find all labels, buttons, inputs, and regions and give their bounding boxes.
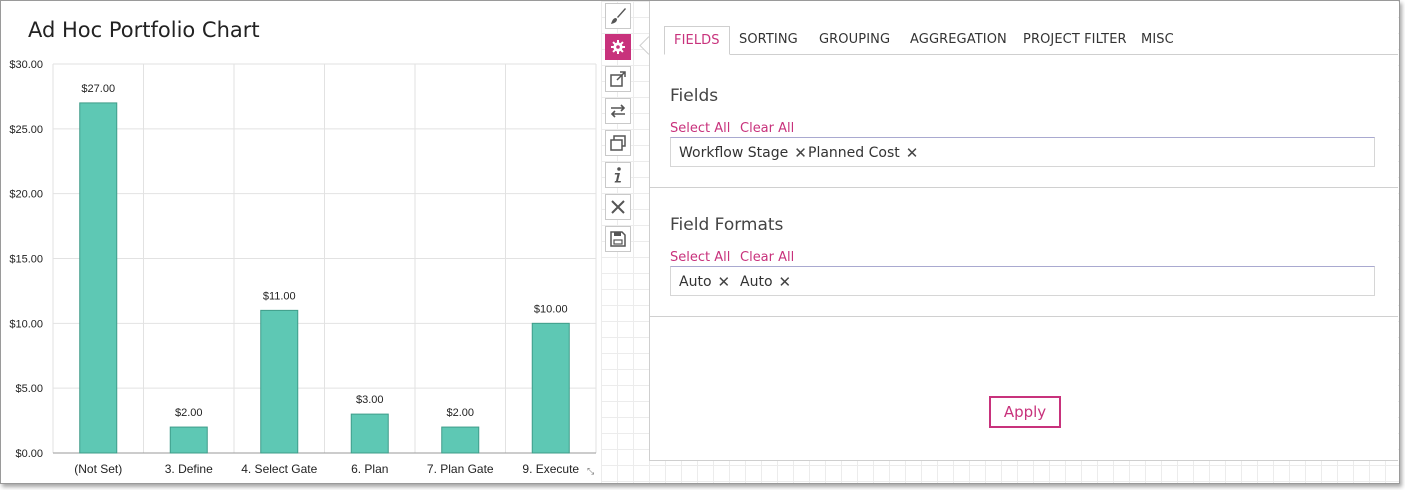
swap-arrows-icon	[610, 104, 626, 118]
remove-chip-icon[interactable]: ✕	[778, 273, 792, 291]
fields-select-all-link[interactable]: Select All	[670, 121, 731, 136]
field-chip-label: Planned Cost	[808, 145, 900, 161]
remove-chip-icon[interactable]: ✕	[794, 144, 807, 162]
format-chip-label: Auto	[679, 274, 712, 290]
settings-tabs: FIELDS SORTING GROUPING AGGREGATION PROJ…	[664, 26, 1398, 55]
x-tick-label: 7. Plan Gate	[427, 462, 494, 476]
bar-value-label: $11.00	[263, 290, 296, 302]
swap-axes-button[interactable]	[605, 98, 631, 124]
bar-value-label: $10.00	[534, 303, 568, 315]
copy-icon	[610, 135, 626, 151]
chart-panel: Ad Hoc Portfolio Chart $0.00 $5.00 $10.00 $…	[1, 1, 602, 483]
section-divider	[650, 187, 1398, 188]
duplicate-button[interactable]	[605, 130, 631, 156]
y-tick-label: $10.00	[9, 318, 43, 330]
save-icon	[610, 231, 626, 247]
x-tick-label: (Not Set)	[74, 462, 122, 476]
bar-value-label: $2.00	[175, 407, 203, 419]
formats-chip-input[interactable]: Auto ✕ Auto ✕	[670, 266, 1375, 296]
settings-panel: FIELDS SORTING GROUPING AGGREGATION PROJ…	[649, 1, 1398, 461]
chart-toolbar	[605, 1, 635, 261]
close-icon	[611, 200, 625, 214]
external-link-icon	[610, 71, 626, 87]
field-formats-section-title: Field Formats	[670, 215, 784, 235]
format-chip: Auto ✕	[679, 273, 730, 291]
bar-value-label: $3.00	[356, 394, 384, 406]
resize-grip-icon[interactable]: ⤡	[587, 466, 595, 476]
remove-chart-button[interactable]	[605, 194, 631, 220]
format-brush-button[interactable]	[605, 3, 631, 29]
format-chip: Auto ✕	[740, 273, 791, 291]
formats-select-all-link[interactable]: Select All	[670, 250, 731, 265]
tab-aggregation[interactable]: AGGREGATION	[910, 32, 1007, 47]
y-tick-label: $25.00	[9, 124, 43, 136]
tab-misc[interactable]: MISC	[1141, 32, 1174, 47]
bar-chart: $0.00 $5.00 $10.00 $15.00 $20.00 $25.00 $30.00…	[9, 59, 597, 476]
field-chip-label: Workflow Stage	[679, 145, 789, 161]
x-tick-label: 3. Define	[165, 462, 213, 476]
chart-title: Ad Hoc Portfolio Chart	[28, 18, 260, 42]
brush-icon	[611, 8, 626, 24]
bar	[350, 413, 389, 454]
remove-chip-icon[interactable]: ✕	[905, 144, 919, 162]
format-chip-label: Auto	[740, 274, 773, 290]
y-tick-label: $0.00	[15, 448, 43, 460]
tab-grouping[interactable]: GROUPING	[819, 32, 891, 47]
save-button[interactable]	[605, 226, 631, 252]
tab-project-filter[interactable]: PROJECT FILTER	[1023, 32, 1127, 47]
remove-chip-icon[interactable]: ✕	[717, 273, 731, 291]
info-icon	[614, 167, 621, 183]
y-tick-label: $30.00	[9, 59, 43, 71]
y-tick-label: $5.00	[15, 383, 43, 395]
gear-icon	[611, 40, 625, 54]
open-external-button[interactable]	[605, 66, 631, 92]
field-chip: Planned Cost ✕	[808, 144, 918, 162]
field-chip: Workflow Stage ✕	[679, 144, 807, 162]
fields-clear-all-link[interactable]: Clear All	[740, 121, 795, 136]
fields-chip-input[interactable]: Workflow Stage ✕ Planned Cost ✕	[670, 137, 1375, 167]
x-tick-label: 9. Execute	[522, 462, 579, 476]
info-button[interactable]	[605, 162, 631, 188]
bar	[169, 426, 208, 454]
section-divider	[650, 316, 1398, 317]
bar-value-label: $2.00	[446, 407, 474, 419]
y-tick-label: $15.00	[9, 254, 43, 266]
apply-button[interactable]: Apply	[989, 396, 1061, 428]
bar-value-label: $27.00	[81, 83, 115, 95]
formats-clear-all-link[interactable]: Clear All	[740, 250, 795, 265]
bar	[260, 309, 299, 454]
settings-button[interactable]	[605, 34, 631, 60]
bar	[441, 426, 480, 454]
bar	[531, 322, 570, 454]
bar	[79, 102, 118, 454]
fields-section-title: Fields	[670, 86, 719, 106]
x-tick-label: 6. Plan	[351, 462, 388, 476]
x-tick-label: 4. Select Gate	[241, 462, 317, 476]
y-tick-label: $20.00	[9, 189, 43, 201]
tab-sorting[interactable]: SORTING	[739, 32, 798, 47]
tab-fields[interactable]: FIELDS	[664, 26, 730, 55]
